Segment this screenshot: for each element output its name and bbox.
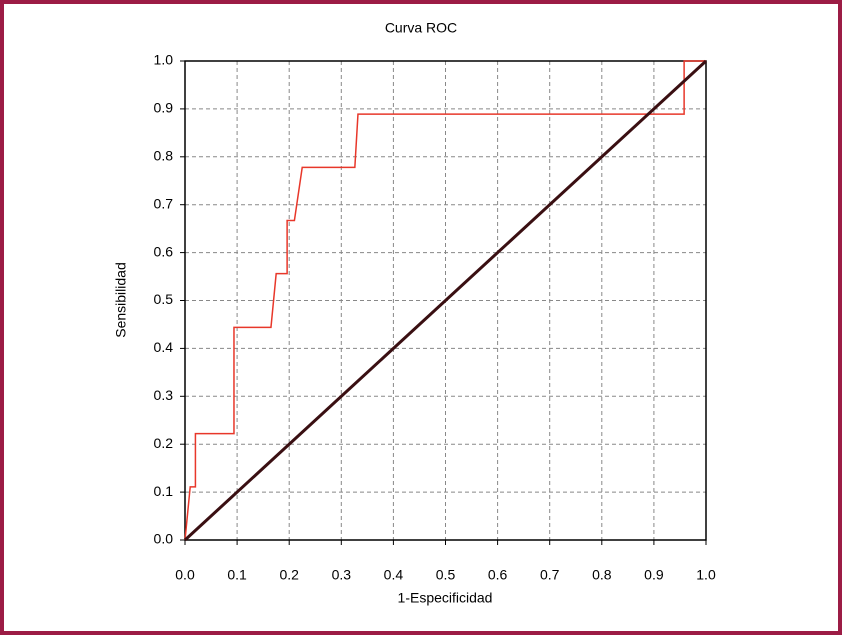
- y-tick-label: 0.2: [154, 435, 174, 451]
- x-tick-label: 0.2: [279, 567, 299, 583]
- y-tick-label: 1.0: [154, 52, 174, 68]
- curve: [184, 60, 706, 541]
- y-tick-label: 0.4: [154, 339, 174, 355]
- x-tick-label: 0.5: [436, 567, 456, 583]
- plot-border: [184, 60, 707, 541]
- curve: [183, 59, 708, 542]
- chart: Curva ROC 1-Especificidad Sensibilidad 0…: [113, 20, 716, 606]
- chart-title: Curva ROC: [385, 20, 457, 36]
- x-tick-label: 0.8: [592, 567, 612, 583]
- x-tick-label: 0.7: [540, 567, 560, 583]
- y-axis-label: Sensibilidad: [113, 262, 129, 338]
- x-tick-label: 0.3: [332, 567, 352, 583]
- y-tick-label: 0.7: [154, 195, 174, 211]
- x-axis-label: 1-Especificidad: [398, 590, 493, 606]
- y-tick-label: 0.9: [154, 100, 174, 116]
- x-tick-label: 1.0: [696, 567, 716, 583]
- x-tick-label: 0.0: [175, 567, 195, 583]
- x-tick-label: 0.4: [384, 567, 404, 583]
- y-tick-label: 0.8: [154, 148, 174, 164]
- x-tick-label: 0.9: [644, 567, 664, 583]
- y-tick-label: 0.3: [154, 387, 174, 403]
- y-tick-label: 0.0: [154, 531, 174, 547]
- x-tick-label: 0.1: [227, 567, 247, 583]
- y-tick-label: 0.1: [154, 483, 174, 499]
- y-tick-label: 0.6: [154, 243, 174, 259]
- x-tick-label: 0.6: [488, 567, 508, 583]
- y-tick-label: 0.5: [154, 291, 174, 307]
